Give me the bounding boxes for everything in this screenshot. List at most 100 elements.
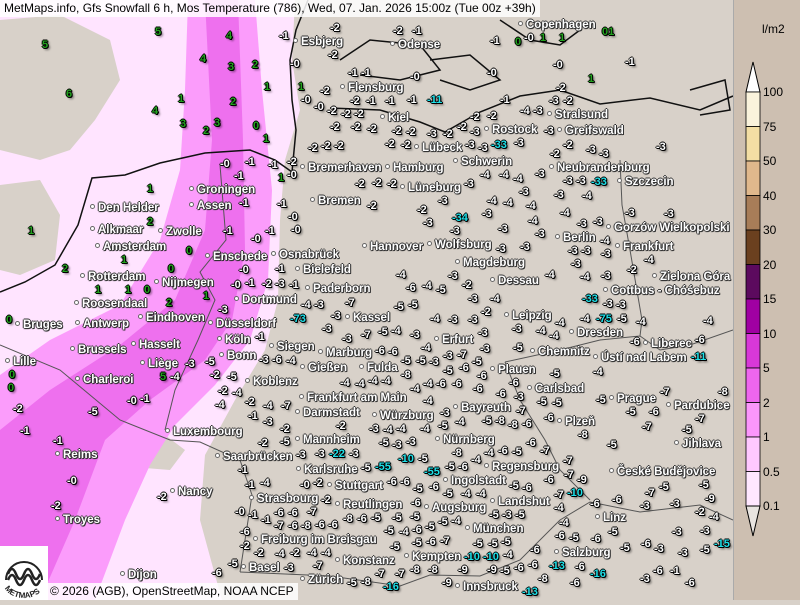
temperature-label: -6 [695,334,705,346]
temperature-label: -6 [387,476,397,488]
city-dot-icon [189,186,194,191]
city-label: Alkmaar [90,224,143,236]
temperature-label: -4 [520,105,530,117]
temperature-label: -3 [448,314,458,326]
temperature-label: 5 [155,26,162,38]
city-name: Liège [148,358,179,370]
temperature-label: -4 [461,488,471,500]
temperature-label: -3 [670,498,680,510]
weather-map[interactable]: Esbjerg Odense Copenhagen Flensburg Kiel Lübe… [0,0,733,600]
temperature-label: -3 [369,423,379,435]
temperature-label: -5 [472,356,482,368]
city-dot-icon [359,364,364,369]
temperature-label: -2 [341,108,351,120]
temperature-label: -4 [355,378,365,390]
temperature-label: -5 [280,436,290,448]
temperature-label: -1 [279,30,289,42]
city-name: Reutlingen [343,499,403,511]
temperature-label: -6 [473,383,483,395]
city-name: Brussels [78,344,127,356]
city-dot-icon [652,273,657,278]
city-dot-icon [95,243,100,248]
temperature-label: -6 [544,412,554,424]
city-name: Regensburg [492,461,560,473]
temperature-label: -0 [287,169,297,181]
city-dot-icon [300,364,305,369]
city-dot-icon [390,41,395,46]
city-label: Zwolle [158,226,202,238]
temperature-label: -3 [259,354,269,366]
city-name: Bremerhaven [308,162,382,174]
city-dot-icon [595,514,600,519]
temperature-label: -4 [340,377,350,389]
temperature-label: -3 [533,105,543,117]
temperature-label: -2 [367,200,377,212]
city-label: Liège [140,358,178,370]
city-name: Liberec [651,338,692,350]
temperature-label: -7 [361,329,371,341]
city-label: Würzburg [372,410,434,422]
city-dot-icon [165,428,170,433]
temperature-label: -6 [274,507,284,519]
city-dot-icon [215,453,220,458]
city-label: Dessau [490,275,539,287]
legend-label: 30 [763,223,777,237]
city-label: Mannheim [295,434,360,446]
city-dot-icon [362,243,367,248]
temperature-label: -2 [13,403,23,415]
city-label: Landshut [490,496,550,508]
city-dot-icon [404,553,409,558]
city-label: Nürnberg [435,434,495,446]
temperature-label: -1 [265,225,275,237]
temperature-label: -6 [212,567,222,579]
city-name: Kassel [353,312,391,324]
temperature-label: -2 [157,491,167,503]
temperature-label: -7 [660,386,670,398]
city-dot-icon [253,536,258,541]
city-dot-icon [245,378,250,383]
temperature-label: -6 [288,507,298,519]
temperature-label: 0 [144,284,151,296]
temperature-label: -10 [483,551,499,563]
city-dot-icon [90,226,95,231]
temperature-label: -5 [659,481,669,493]
city-name: Jihlava [682,438,721,450]
temperature-label: -4 [582,190,592,202]
temperature-label: -9 [487,564,497,576]
city-dot-icon [555,234,560,239]
temperature-label: -4 [423,395,433,407]
temperature-label: -6 [590,498,600,510]
metmaps-logo[interactable]: METMAPS [0,546,48,600]
temperature-label: -3 [468,293,478,305]
temperature-label: -2 [321,494,331,506]
temperature-label: -3 [601,248,611,260]
city-dot-icon [5,358,10,363]
city-name: Szczecin [625,176,674,188]
city-label: Hamburg [385,162,443,174]
city-name: Osnabrück [279,249,340,261]
temperature-label: -22 [329,448,345,460]
temperature-label: -3 [672,526,682,538]
temperature-label: 1 [203,290,210,302]
temperature-label: -1 [255,331,265,343]
temperature-label: 1 [178,93,185,105]
snowfall-layer [0,0,733,600]
city-label: Dresden [569,327,623,339]
city-label: Dortmund [234,294,297,306]
temperature-label: 0 [515,36,522,48]
temperature-label: -34 [452,212,468,224]
temperature-label: -6 [388,346,398,358]
temperature-label: -3 [563,175,573,187]
city-name: Salzburg [562,547,611,559]
temperature-label: -4 [263,400,273,412]
temperature-label: -6 [522,418,532,430]
city-dot-icon [138,314,143,319]
temperature-label: -6 [649,406,659,418]
city-dot-icon [443,477,448,482]
city-dot-icon [208,320,213,325]
temperature-label: -3 [275,278,285,290]
city-label: Rostock [484,124,537,136]
city-label: Lüneburg [400,182,461,194]
temperature-label: -5 [384,525,394,537]
temperature-label: -4 [600,235,610,247]
